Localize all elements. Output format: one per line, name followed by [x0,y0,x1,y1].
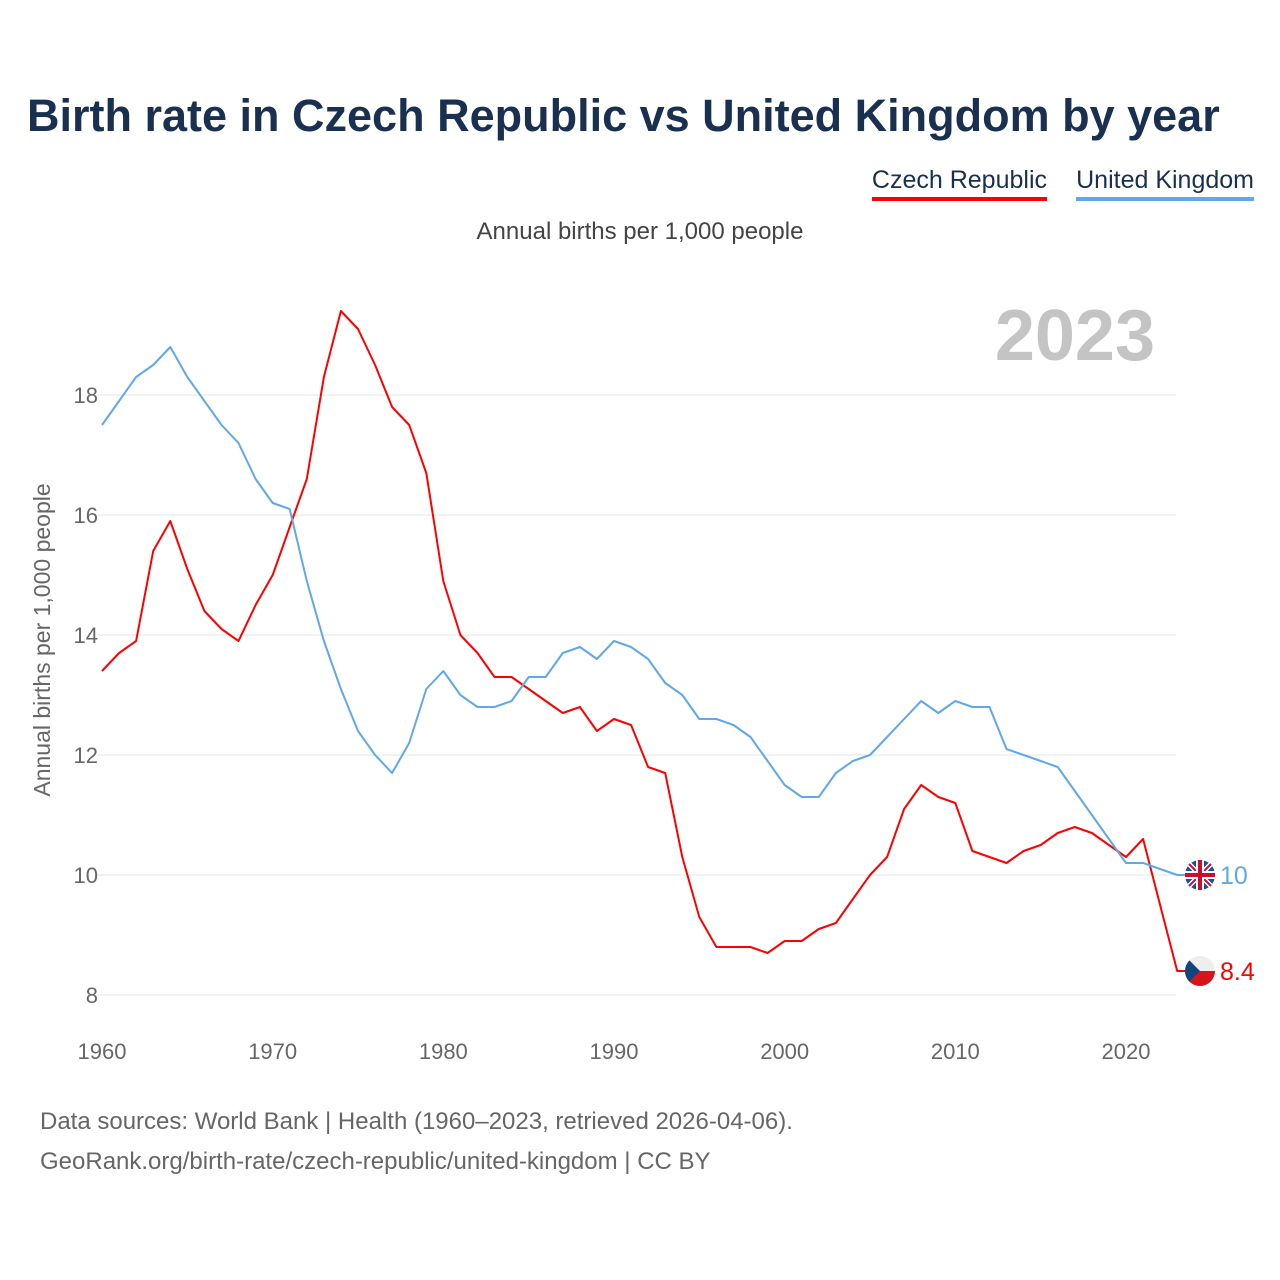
x-tick-label: 2010 [931,1039,980,1064]
czech-flag-icon [1185,956,1215,986]
y-tick-label: 12 [74,743,98,768]
flag-cross-red [1185,860,1215,890]
y-tick-label: 8 [86,983,98,1008]
end-value-label: 10 [1220,862,1248,890]
x-tick-label: 1990 [590,1039,639,1064]
x-tick-label: 2020 [1102,1039,1151,1064]
flag-blue [1185,960,1200,982]
legend-united-kingdom[interactable]: United Kingdom [1076,166,1254,201]
uk-flag-icon [1185,860,1215,890]
y-tick-label: 10 [74,863,98,888]
footer-credit: GeoRank.org/birth-rate/czech-republic/un… [40,1148,711,1175]
chart-title: Birth rate in Czech Republic vs United K… [27,90,1220,141]
end-value-label: 8.4 [1220,958,1255,986]
footer-source: Data sources: World Bank | Health (1960–… [40,1108,793,1135]
year-watermark: 2023 [995,296,1155,376]
y-tick-label: 18 [74,383,98,408]
series-line-czech-republic [101,310,1186,972]
y-tick-label: 16 [74,503,98,528]
series-line-united-kingdom [101,346,1186,876]
y-axis-label: Annual births per 1,000 people [29,483,55,796]
x-tick-label: 1980 [419,1039,468,1064]
x-tick-label: 1960 [78,1039,127,1064]
x-tick-label: 1970 [248,1039,297,1064]
legend-czech-republic[interactable]: Czech Republic [871,166,1047,201]
x-tick-label: 2000 [760,1039,809,1064]
chart-subtitle: Annual births per 1,000 people [476,218,804,245]
y-tick-label: 14 [74,623,98,648]
